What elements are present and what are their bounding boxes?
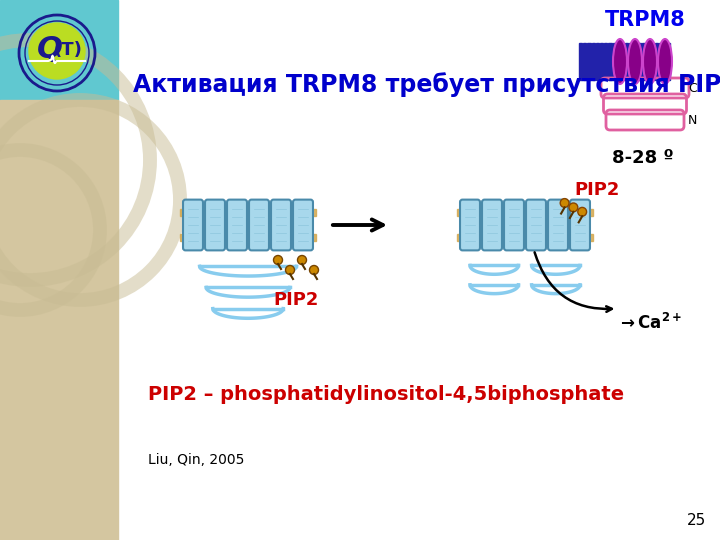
Bar: [0, 100, 118, 540]
Circle shape: [297, 255, 307, 265]
FancyBboxPatch shape: [183, 200, 203, 251]
Circle shape: [578, 207, 587, 216]
Circle shape: [286, 266, 294, 274]
Bar: [625, 43, 629, 80]
Bar: [621, 43, 624, 80]
Circle shape: [560, 199, 569, 207]
Bar: [180, 234, 316, 241]
Bar: [596, 43, 599, 80]
FancyBboxPatch shape: [460, 200, 480, 251]
Circle shape: [274, 255, 282, 265]
Ellipse shape: [613, 39, 627, 84]
FancyBboxPatch shape: [205, 200, 225, 251]
Bar: [638, 43, 641, 80]
Text: TRPM8: TRPM8: [605, 10, 685, 30]
Text: C: C: [688, 82, 697, 94]
Text: PIP2 – phosphatidylinositol-4,5biphosphate: PIP2 – phosphatidylinositol-4,5biphospha…: [148, 386, 624, 404]
Bar: [634, 43, 636, 80]
Bar: [608, 43, 611, 80]
Bar: [604, 43, 608, 80]
Bar: [642, 43, 645, 80]
FancyBboxPatch shape: [570, 200, 590, 251]
Bar: [617, 43, 620, 80]
Bar: [583, 43, 586, 80]
Bar: [650, 43, 654, 80]
FancyBboxPatch shape: [271, 200, 291, 251]
Bar: [592, 43, 595, 80]
Bar: [456, 209, 593, 216]
Bar: [600, 43, 603, 80]
Text: Активация TRPM8 требует присутствия PIP2: Активация TRPM8 требует присутствия PIP2: [133, 72, 720, 97]
Circle shape: [29, 23, 85, 79]
Text: Liu, Qin, 2005: Liu, Qin, 2005: [148, 453, 244, 467]
Bar: [629, 43, 633, 80]
Text: $\mathbf{\rightarrow Ca^{2+}}$: $\mathbf{\rightarrow Ca^{2+}}$: [618, 313, 683, 333]
Bar: [180, 209, 316, 216]
Circle shape: [310, 266, 318, 274]
Ellipse shape: [658, 39, 672, 84]
FancyBboxPatch shape: [526, 200, 546, 251]
Text: Q: Q: [37, 36, 63, 64]
Bar: [663, 43, 666, 80]
Circle shape: [569, 203, 578, 212]
Bar: [0, 0, 118, 100]
Bar: [456, 234, 593, 241]
Bar: [647, 43, 649, 80]
Bar: [654, 43, 658, 80]
FancyBboxPatch shape: [548, 200, 568, 251]
Ellipse shape: [643, 39, 657, 84]
FancyBboxPatch shape: [482, 200, 502, 251]
FancyBboxPatch shape: [293, 200, 313, 251]
Bar: [579, 43, 582, 80]
Bar: [588, 43, 590, 80]
Text: N: N: [688, 113, 698, 126]
Text: 8-28 º: 8-28 º: [612, 149, 674, 167]
FancyBboxPatch shape: [227, 200, 247, 251]
Ellipse shape: [628, 39, 642, 84]
Text: 25: 25: [687, 513, 706, 528]
Bar: [613, 43, 616, 80]
Bar: [667, 43, 670, 80]
Text: PIP2: PIP2: [274, 291, 319, 309]
Text: (T): (T): [53, 41, 82, 59]
FancyBboxPatch shape: [249, 200, 269, 251]
Text: PIP2: PIP2: [575, 181, 620, 199]
Bar: [659, 43, 662, 80]
FancyBboxPatch shape: [504, 200, 524, 251]
